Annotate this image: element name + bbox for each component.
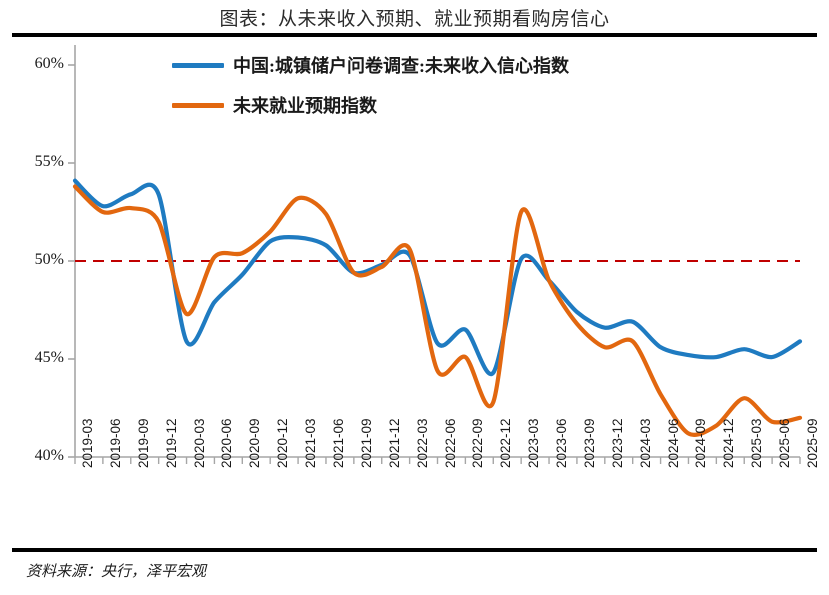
x-tick-label: 2021-06: [330, 418, 346, 468]
chart-canvas: 60% 55% 50% 45% 40% 2019-03 2019-06 2019-09 201…: [0, 37, 829, 547]
x-tick-label: 2024-09: [693, 418, 709, 468]
x-tick-label: 2024-03: [637, 418, 653, 468]
x-tick-label: 2021-12: [386, 418, 402, 468]
y-tick-label: 55%: [34, 153, 64, 170]
chart-legend: 中国:城镇储户问卷调查:未来收入信心指数 未来就业预期指数: [172, 52, 569, 132]
footer-divider: [12, 548, 817, 552]
legend-label-income: 中国:城镇储户问卷调查:未来收入信心指数: [233, 56, 569, 76]
x-tick-label: 2023-06: [554, 418, 570, 468]
x-tick-label: 2019-03: [80, 418, 95, 468]
series-layer: [72, 178, 803, 437]
x-tick-label: 2022-12: [498, 418, 514, 468]
x-tick-label: 2025-03: [749, 418, 765, 468]
line-chart-svg: [68, 45, 803, 464]
header-divider: [12, 33, 817, 37]
x-tick-label: 2021-03: [303, 418, 319, 468]
x-tick-label: 2023-09: [581, 418, 597, 468]
x-tick-label: 2019-09: [135, 418, 151, 468]
page-title: 图表：从未来收入预期、就业预期看购房信心: [219, 8, 610, 30]
x-tick-label: 2020-12: [275, 418, 291, 468]
x-tick-label: 2021-09: [358, 418, 374, 468]
x-tick-label: 2022-03: [414, 418, 430, 468]
x-tick-label: 2020-03: [191, 418, 207, 468]
x-tick-label: 2024-12: [721, 418, 737, 468]
x-tick-label: 2020-06: [219, 418, 235, 468]
x-tick-label: 2024-06: [665, 418, 681, 468]
x-tick-label: 2022-06: [442, 418, 458, 468]
series-line-employment: [72, 184, 803, 437]
legend-swatch-employment: [172, 102, 224, 108]
y-tick-label: 45%: [34, 349, 64, 366]
legend-item-employment: 未来就业预期指数: [172, 92, 569, 118]
legend-swatch-income: [172, 62, 224, 68]
x-tick-label: 2025-09: [805, 418, 820, 468]
x-tick-label: 2025-06: [777, 418, 793, 468]
y-tick-label: 50%: [34, 251, 64, 268]
y-tick-label: 60%: [34, 55, 64, 72]
x-tick-label: 2020-09: [247, 418, 263, 468]
title-bar: 图表：从未来收入预期、就业预期看购房信心: [0, 0, 829, 34]
x-tick-label: 2023-12: [609, 418, 625, 468]
legend-label-employment: 未来就业预期指数: [233, 96, 377, 116]
x-tick-label: 2019-06: [107, 418, 123, 468]
axis-layer: [68, 45, 801, 464]
x-tick-label: 2023-03: [526, 418, 542, 468]
series-line-income: [72, 178, 803, 377]
x-tick-label: 2022-09: [470, 418, 486, 468]
source-note: 资料来源：央行，泽平宏观: [26, 564, 207, 580]
legend-item-income: 中国:城镇储户问卷调查:未来收入信心指数: [172, 52, 569, 78]
x-tick-label: 2019-12: [163, 418, 179, 468]
y-tick-label: 40%: [34, 447, 64, 464]
